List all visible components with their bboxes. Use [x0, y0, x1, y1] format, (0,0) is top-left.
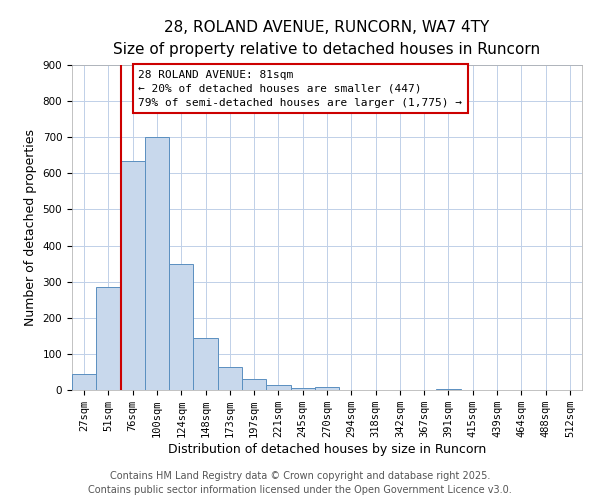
Bar: [266, 386, 290, 390]
Text: 28 ROLAND AVENUE: 81sqm
← 20% of detached houses are smaller (447)
79% of semi-d: 28 ROLAND AVENUE: 81sqm ← 20% of detache…: [139, 70, 463, 108]
Bar: [72, 374, 96, 390]
Bar: [290, 388, 315, 390]
Bar: [169, 264, 193, 390]
Bar: [121, 160, 145, 390]
Y-axis label: Number of detached properties: Number of detached properties: [24, 129, 37, 326]
X-axis label: Distribution of detached houses by size in Runcorn: Distribution of detached houses by size …: [168, 443, 486, 456]
Bar: [242, 379, 266, 390]
Text: Contains HM Land Registry data © Crown copyright and database right 2025.
Contai: Contains HM Land Registry data © Crown c…: [88, 471, 512, 495]
Bar: [193, 338, 218, 390]
Bar: [218, 366, 242, 390]
Bar: [145, 137, 169, 390]
Bar: [96, 287, 121, 390]
Title: 28, ROLAND AVENUE, RUNCORN, WA7 4TY
Size of property relative to detached houses: 28, ROLAND AVENUE, RUNCORN, WA7 4TY Size…: [113, 20, 541, 57]
Bar: [315, 387, 339, 390]
